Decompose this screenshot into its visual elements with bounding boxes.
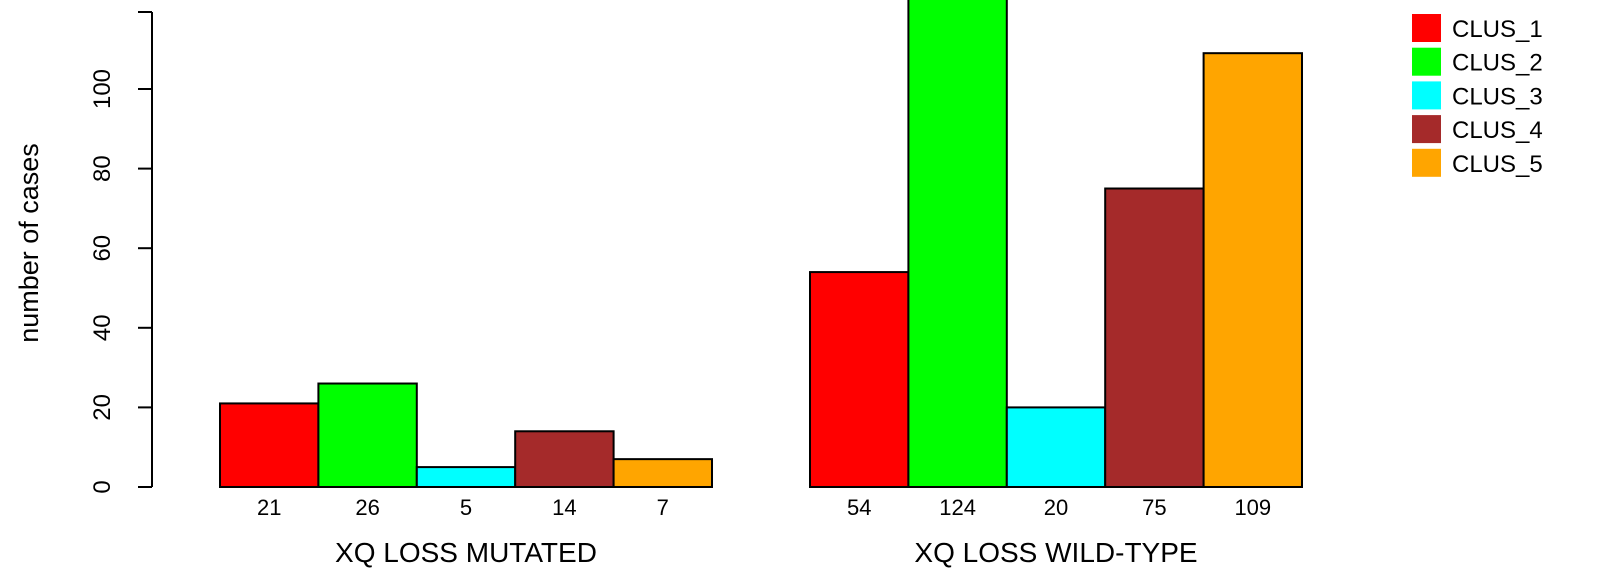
bar-value-label: 21 bbox=[257, 495, 281, 520]
bar-value-label: 5 bbox=[460, 495, 472, 520]
y-tick-label: 60 bbox=[89, 235, 116, 262]
bar-value-label: 26 bbox=[355, 495, 379, 520]
y-tick-label: 0 bbox=[89, 480, 116, 493]
bar-value-label: 7 bbox=[657, 495, 669, 520]
bar-clus-3 bbox=[415, 466, 517, 489]
y-tick-label: 80 bbox=[89, 155, 116, 182]
y-tick-label: 100 bbox=[89, 69, 116, 109]
legend-label: CLUS_3 bbox=[1452, 83, 1543, 110]
bar-clus-4 bbox=[1104, 187, 1205, 488]
bars bbox=[219, 0, 1303, 489]
bar-clus-1 bbox=[219, 402, 320, 489]
legend-swatch bbox=[1412, 148, 1441, 177]
y-tick-label: 40 bbox=[89, 314, 116, 341]
y-axis: 0 20 40 60 80 100 bbox=[89, 11, 153, 494]
bar-clus-5 bbox=[612, 458, 713, 489]
group-labels: XQ LOSS MUTATED XQ LOSS WILD-TYPE bbox=[335, 537, 1198, 568]
legend-swatch bbox=[1412, 14, 1441, 42]
bar-value-label: 20 bbox=[1044, 495, 1068, 520]
bar-clus-2 bbox=[907, 0, 1008, 488]
legend-swatch bbox=[1412, 115, 1441, 144]
bar-value-label: 124 bbox=[939, 495, 976, 520]
bar-clus-1 bbox=[809, 271, 910, 488]
bar-value-label: 14 bbox=[552, 495, 576, 520]
legend-label: CLUS_5 bbox=[1452, 151, 1543, 178]
bar-clus-4 bbox=[514, 430, 615, 488]
legend-label: CLUS_4 bbox=[1452, 117, 1543, 144]
legend-swatch bbox=[1412, 47, 1441, 76]
legend-label: CLUS_2 bbox=[1452, 50, 1543, 77]
legend-swatch bbox=[1412, 81, 1441, 110]
bar-value-label: 109 bbox=[1234, 495, 1271, 520]
legend-label: CLUS_1 bbox=[1452, 16, 1543, 43]
y-axis-label: number of cases bbox=[14, 143, 44, 343]
bar-clus-2 bbox=[317, 382, 418, 488]
bar-clus-5 bbox=[1202, 52, 1303, 489]
bar-value-label: 54 bbox=[847, 495, 871, 520]
bar-value-label: 75 bbox=[1142, 495, 1166, 520]
group-label: XQ LOSS WILD-TYPE bbox=[914, 537, 1197, 568]
bar-clus-3 bbox=[1005, 406, 1107, 488]
bar-value-labels: 21 26 5 14 7 54 124 20 75 109 bbox=[257, 495, 1271, 520]
legend: CLUS_1 CLUS_2 CLUS_3 CLUS_4 CLUS_5 bbox=[1412, 14, 1543, 178]
group-label: XQ LOSS MUTATED bbox=[335, 537, 597, 568]
y-tick-label: 20 bbox=[89, 394, 116, 421]
